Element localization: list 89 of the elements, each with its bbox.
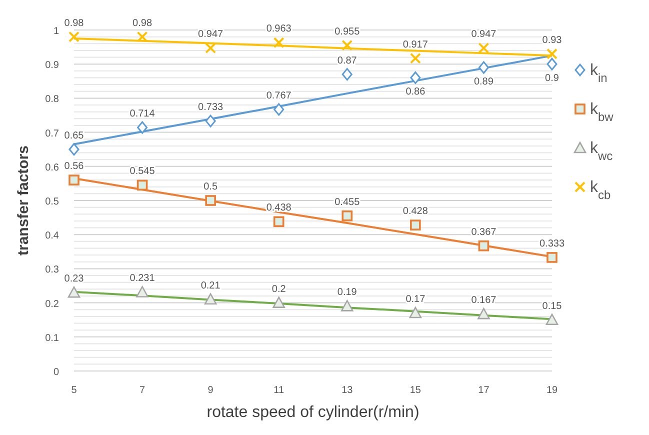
- data-label: 0.231: [130, 273, 156, 284]
- point: [478, 240, 490, 252]
- point: [410, 220, 421, 230]
- legend-label: k$_{bw}$: [590, 101, 614, 124]
- data-label: 0.87: [337, 55, 358, 66]
- data-label: 0.428: [402, 206, 428, 218]
- x-axis-title: rotate speed of cylinder(r/min): [206, 404, 420, 421]
- data-label: 0.21: [200, 280, 221, 292]
- point: [274, 103, 284, 116]
- y-tick-label: 0.2: [45, 298, 60, 310]
- data-label: 0.9: [545, 73, 560, 84]
- point: [478, 308, 490, 320]
- point: [478, 61, 489, 74]
- point: [136, 286, 148, 298]
- data-label: 0.963: [266, 24, 292, 35]
- data-label: 0.455: [334, 196, 360, 208]
- data-label: 0.714: [130, 108, 156, 120]
- data-label: 0.15: [542, 300, 562, 312]
- legend-label: k$_{wc}$: [590, 140, 613, 163]
- data-label: 0.767: [266, 90, 292, 102]
- legend-label: k$_{cb}$: [590, 179, 611, 202]
- data-label: 0.367: [471, 226, 497, 238]
- data-label: 0.955: [334, 26, 360, 38]
- x-tick-label: 17: [478, 385, 490, 396]
- data-label: 0.93: [542, 34, 562, 46]
- y-tick-label: 0.5: [45, 196, 60, 208]
- data-label: 0.65: [64, 130, 84, 142]
- point: [137, 121, 148, 134]
- point: [272, 296, 286, 308]
- data-label: 0.333: [539, 238, 565, 250]
- point: [410, 52, 421, 64]
- y-tick-label: 0.8: [45, 94, 60, 106]
- y-axis-title: transfer factors: [15, 145, 32, 256]
- point: [273, 37, 284, 48]
- point: [68, 143, 80, 156]
- data-label: 0.86: [406, 86, 426, 98]
- point: [546, 252, 558, 263]
- point: [68, 286, 80, 298]
- y-tick-label: 1: [53, 26, 60, 37]
- data-label: 0.23: [64, 274, 84, 285]
- data-label: 0.5: [204, 182, 218, 192]
- point: [136, 180, 148, 191]
- x-tick-label: 19: [546, 385, 558, 396]
- point: [342, 210, 353, 222]
- legend-label: k$_{in}$: [590, 62, 608, 85]
- point: [546, 314, 558, 325]
- data-label: 0.947: [471, 29, 497, 40]
- y-tick-label: 0.1: [45, 332, 60, 344]
- y-tick-label: 0.4: [45, 230, 60, 242]
- point: [478, 42, 490, 54]
- data-label: 0.947: [198, 29, 224, 40]
- point: [409, 306, 422, 318]
- y-tick-label: 0: [53, 367, 60, 378]
- data-label: 0.2: [272, 284, 286, 295]
- data-label: 0.545: [130, 166, 156, 178]
- point: [205, 195, 216, 206]
- y-tick-label: 0.3: [45, 264, 60, 276]
- point: [68, 174, 80, 186]
- data-label: 0.438: [266, 202, 292, 214]
- x-tick-label: 5: [71, 385, 78, 396]
- data-label: 0.17: [406, 294, 426, 306]
- data-label: 0.167: [471, 295, 497, 306]
- data-label: 0.19: [337, 287, 358, 298]
- x-tick-label: 9: [208, 385, 214, 396]
- point: [205, 114, 216, 128]
- x-tick-label: 7: [140, 385, 146, 396]
- data-label: 0.89: [474, 76, 494, 88]
- data-label: 0.98: [132, 18, 152, 29]
- point: [410, 71, 421, 84]
- data-label: 0.98: [64, 18, 84, 29]
- x-tick-label: 15: [410, 385, 422, 396]
- x-tick-label: 13: [342, 385, 354, 396]
- point: [273, 216, 284, 228]
- data-label: 0.733: [198, 102, 224, 114]
- y-tick-label: 0.9: [45, 60, 60, 72]
- point: [546, 48, 558, 60]
- point: [340, 300, 354, 312]
- point: [342, 40, 353, 51]
- point: [546, 58, 558, 70]
- point: [204, 293, 217, 305]
- x-tick-label: 11: [274, 385, 284, 396]
- point: [342, 68, 352, 81]
- point: [205, 42, 216, 54]
- point: [68, 31, 80, 42]
- y-tick-label: 0.7: [45, 128, 60, 140]
- y-tick-label: 0.6: [45, 162, 60, 174]
- data-label: 0.917: [402, 39, 428, 50]
- point: [136, 31, 148, 42]
- data-label: 0.56: [64, 161, 84, 172]
